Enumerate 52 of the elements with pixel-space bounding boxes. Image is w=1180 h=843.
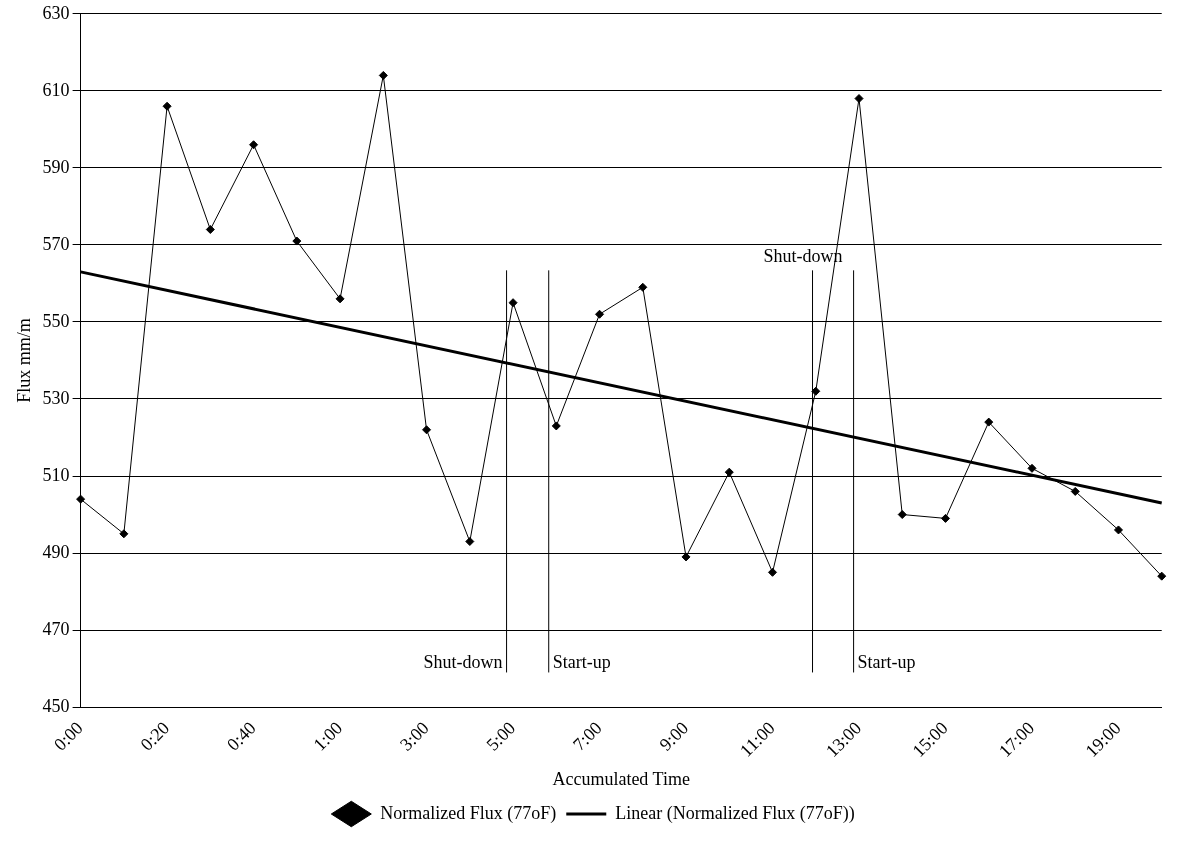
y-tick-label: 570 bbox=[42, 233, 70, 254]
point bbox=[292, 236, 302, 246]
x-axis-title: Accumulated Time bbox=[552, 768, 690, 789]
legend-label: Linear (Normalized Flux (77oF)) bbox=[615, 802, 855, 824]
point bbox=[162, 101, 172, 111]
point bbox=[638, 282, 648, 292]
x-tick-label: 0:00 bbox=[50, 717, 87, 755]
point bbox=[681, 552, 691, 562]
y-tick-label: 590 bbox=[42, 156, 70, 177]
point bbox=[378, 70, 388, 80]
annotation: Start-up bbox=[857, 652, 916, 673]
point bbox=[768, 567, 778, 577]
point bbox=[854, 94, 864, 104]
y-axis-title: Flux mm/m bbox=[13, 318, 34, 403]
y-tick-label: 510 bbox=[42, 464, 70, 485]
x-tick-label: 1:00 bbox=[309, 717, 347, 755]
point bbox=[897, 510, 907, 520]
y-tick-label: 610 bbox=[42, 79, 70, 100]
x-tick-label: 7:00 bbox=[568, 717, 606, 755]
x-tick-label: 3:00 bbox=[395, 717, 433, 755]
point bbox=[422, 425, 432, 435]
point bbox=[1113, 525, 1123, 535]
point bbox=[119, 529, 129, 539]
x-tick-label: 0:20 bbox=[136, 717, 174, 755]
y-tick-label: 450 bbox=[42, 695, 70, 716]
point bbox=[465, 537, 475, 547]
y-tick-label: 470 bbox=[42, 618, 70, 639]
point bbox=[1027, 463, 1037, 473]
point bbox=[941, 513, 950, 523]
legend-label: Normalized Flux (77oF) bbox=[380, 802, 557, 824]
point bbox=[724, 467, 734, 477]
point bbox=[335, 294, 345, 304]
annotation: Shut-down bbox=[763, 246, 843, 267]
point bbox=[508, 298, 518, 308]
annotation: Start-up bbox=[552, 652, 611, 673]
point bbox=[551, 421, 561, 431]
point bbox=[1157, 571, 1167, 581]
x-tick-label: 0:40 bbox=[222, 717, 260, 755]
x-tick-label: 5:00 bbox=[482, 717, 520, 755]
point bbox=[811, 386, 821, 396]
y-tick-label: 630 bbox=[42, 2, 70, 23]
x-tick-label: 9:00 bbox=[655, 717, 693, 755]
point bbox=[205, 225, 215, 234]
y-tick-label: 550 bbox=[42, 310, 70, 331]
point bbox=[76, 494, 86, 504]
y-tick-label: 530 bbox=[42, 387, 70, 408]
point bbox=[1070, 486, 1080, 496]
annotation: Shut-down bbox=[423, 652, 503, 673]
y-tick-label: 490 bbox=[42, 541, 70, 562]
point bbox=[984, 417, 994, 427]
point bbox=[249, 140, 259, 150]
point bbox=[595, 309, 605, 319]
